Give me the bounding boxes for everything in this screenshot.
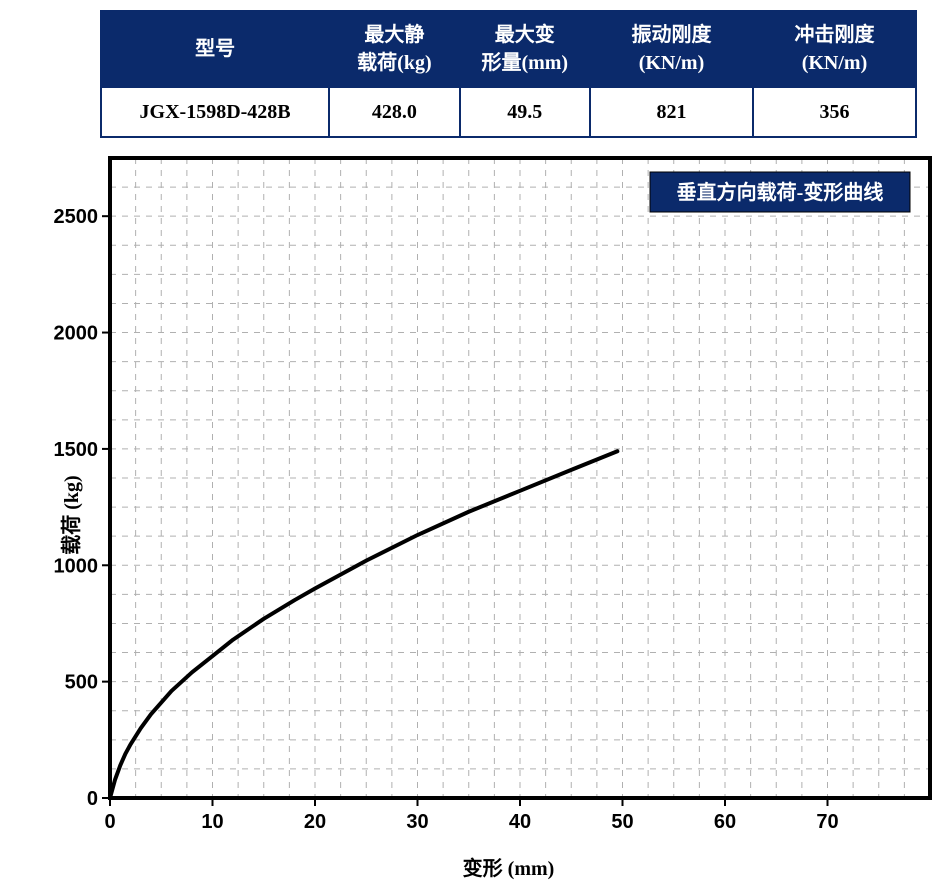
table-cell: JGX-1598D-428B <box>101 87 329 137</box>
header-line1: 最大静 <box>364 24 424 46</box>
header-line1: 冲击刚度 <box>794 24 874 46</box>
table-header-row: 型号最大静载荷(kg)最大变形量(mm)振动刚度(KN/m)冲击刚度(KN/m) <box>101 11 916 87</box>
table-cell: 428.0 <box>329 87 459 137</box>
y-tick-label: 2000 <box>54 323 99 345</box>
y-tick-label: 1500 <box>54 439 99 461</box>
table-header-cell: 冲击刚度 (KN/m) <box>753 11 916 87</box>
table-body: JGX-1598D-428B428.049.5821356 <box>101 87 916 137</box>
table-header-cell: 振动刚度 (KN/m) <box>590 11 753 87</box>
header-line2: (KN/m) <box>802 52 868 74</box>
header-line2: 形量(mm) <box>481 52 568 74</box>
y-tick-label: 500 <box>65 672 98 694</box>
x-tick-label: 60 <box>714 811 736 833</box>
x-tick-label: 30 <box>406 811 428 833</box>
chart-container: 载荷 (kg) 0 10 20 30 40 50 60 70 0 500 1000 1500 2000 2… <box>40 148 917 881</box>
y-axis-label: 载荷 (kg) <box>55 475 84 554</box>
x-tick-label: 50 <box>611 811 633 833</box>
x-tick-label: 70 <box>816 811 838 833</box>
x-tick-label: 10 <box>201 811 223 833</box>
legend-text: 垂直方向载荷-变形曲线 <box>677 180 884 204</box>
table-cell: 49.5 <box>460 87 590 137</box>
header-line1: 最大变 <box>495 24 555 46</box>
spec-table: 型号最大静载荷(kg)最大变形量(mm)振动刚度(KN/m)冲击刚度(KN/m)… <box>100 10 917 138</box>
y-tick-label: 2500 <box>54 206 99 228</box>
x-tick-label: 20 <box>304 811 326 833</box>
table-cell: 821 <box>590 87 753 137</box>
y-tick-label: 0 <box>87 788 98 810</box>
load-deflection-chart: 0 10 20 30 40 50 60 70 0 500 1000 1500 2000 2500 垂直方向载… <box>40 148 940 848</box>
x-tick-label: 40 <box>509 811 531 833</box>
spec-table-container: 型号最大静载荷(kg)最大变形量(mm)振动刚度(KN/m)冲击刚度(KN/m)… <box>100 10 917 138</box>
table-cell: 356 <box>753 87 916 137</box>
x-tick-label: 0 <box>104 811 115 833</box>
table-header-cell: 型号 <box>101 11 329 87</box>
header-line2: 载荷(kg) <box>357 52 431 74</box>
table-header-cell: 最大静载荷(kg) <box>329 11 459 87</box>
table-row: JGX-1598D-428B428.049.5821356 <box>101 87 916 137</box>
table-header-cell: 最大变形量(mm) <box>460 11 590 87</box>
y-tick-label: 1000 <box>54 555 99 577</box>
header-line2: (KN/m) <box>639 52 705 74</box>
header-line1: 振动刚度 <box>631 24 711 46</box>
